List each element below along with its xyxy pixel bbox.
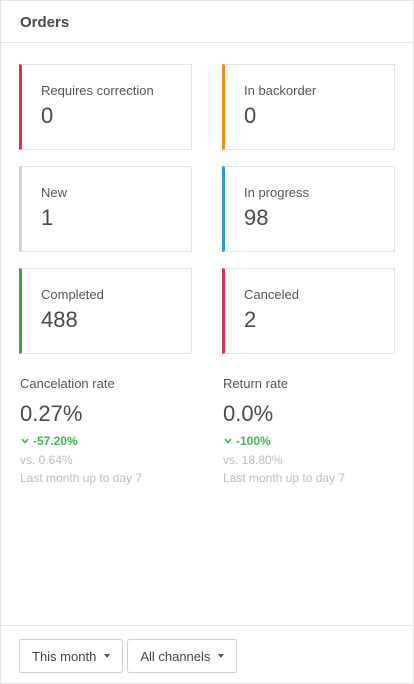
chevron-down-icon [224, 438, 232, 444]
channel-dropdown-label: All channels [140, 648, 211, 664]
rate-comparison: vs. 0.64% [20, 453, 73, 467]
status-card-in-progress[interactable]: In progress 98 [222, 166, 395, 252]
rate-period-note: Last month up to day 7 [20, 471, 143, 485]
card-value: 0 [244, 103, 257, 128]
card-value: 0 [41, 103, 54, 128]
cancelation-rate: Cancelation rate 0.27% -57.20% vs. 0.64%… [20, 376, 223, 487]
rates-section: Cancelation rate 0.27% -57.20% vs. 0.64%… [20, 376, 396, 487]
status-card-in-backorder[interactable]: In backorder 0 [222, 64, 395, 150]
caret-down-icon [218, 654, 225, 658]
card-label: In progress [244, 185, 310, 200]
rate-label: Return rate [223, 376, 289, 391]
rate-comparison: vs. 18.80% [223, 453, 283, 467]
card-value: 98 [244, 205, 269, 230]
card-label: Canceled [244, 287, 299, 302]
rate-change: -57.20% [20, 434, 223, 448]
status-card-completed[interactable]: Completed 488 [19, 268, 192, 354]
rate-change: -100% [223, 434, 396, 448]
return-rate: Return rate 0.0% -100% vs. 18.80% Last m… [223, 376, 396, 487]
rate-change-value: -100% [236, 434, 271, 448]
card-value: 1 [41, 205, 54, 230]
card-value: 2 [244, 307, 257, 332]
card-label: New [41, 185, 68, 200]
card-label: Completed [41, 287, 104, 302]
channel-dropdown[interactable]: All channels [127, 639, 238, 673]
period-dropdown-label: This month [32, 648, 97, 664]
rate-value: 0.27% [20, 401, 83, 426]
caret-down-icon [104, 654, 111, 658]
filter-bar: This month All channels [1, 625, 413, 683]
card-value: 488 [41, 307, 78, 332]
rate-change-value: -57.20% [33, 434, 78, 448]
card-label: Requires correction [41, 83, 154, 98]
period-dropdown[interactable]: This month [19, 639, 124, 673]
status-card-requires-correction[interactable]: Requires correction 0 [19, 64, 192, 150]
chevron-down-icon [21, 438, 29, 444]
rate-value: 0.0% [223, 401, 274, 426]
status-card-new[interactable]: New 1 [19, 166, 192, 252]
status-cards: Requires correction 0 In backorder 0 New… [19, 64, 395, 354]
panel-title: Orders [1, 1, 413, 43]
rate-label: Cancelation rate [20, 376, 115, 391]
card-label: In backorder [244, 83, 317, 98]
rate-period-note: Last month up to day 7 [223, 471, 346, 485]
status-card-canceled[interactable]: Canceled 2 [222, 268, 395, 354]
